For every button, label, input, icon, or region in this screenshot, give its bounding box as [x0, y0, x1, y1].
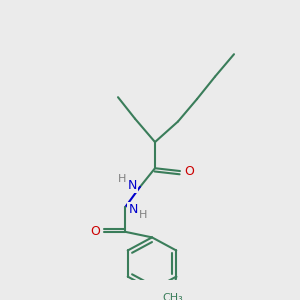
Text: N: N: [128, 203, 138, 216]
Text: H: H: [118, 174, 126, 184]
Text: O: O: [90, 225, 100, 238]
Text: N: N: [127, 178, 137, 191]
Text: H: H: [139, 210, 147, 220]
Text: O: O: [184, 164, 194, 178]
Text: CH₃: CH₃: [163, 293, 184, 300]
